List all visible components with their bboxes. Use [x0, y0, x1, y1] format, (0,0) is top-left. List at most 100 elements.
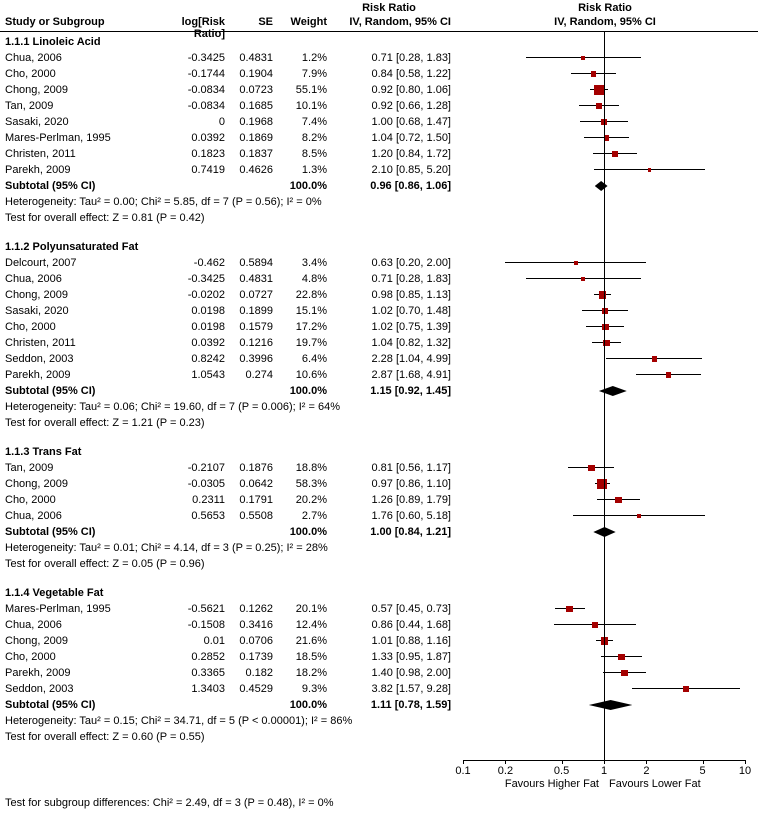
effect-square — [597, 478, 608, 490]
se-value: 0.5508 — [239, 510, 273, 522]
subtotal-label: Subtotal (95% CI) — [5, 180, 96, 192]
log-risk-ratio-value: -0.1508 — [187, 619, 225, 631]
effect-square — [614, 496, 622, 504]
risk-ratio-ci-text: 0.86 [0.44, 1.68] — [371, 619, 451, 631]
plot-cell — [452, 82, 758, 98]
header-divider — [0, 31, 758, 32]
effect-square — [593, 85, 604, 95]
log-risk-ratio-value: 0.8242 — [191, 353, 225, 365]
study-row: Seddon, 2003 1.3403 0.4529 9.3% 3.82 [1.57, … — [0, 681, 758, 697]
study-name: Chua, 2006 — [5, 619, 62, 631]
weight-value: 18.5% — [295, 651, 327, 663]
se-value: 0.1579 — [239, 321, 273, 333]
se-value: 0.1876 — [239, 462, 273, 474]
study-name: Sasaki, 2020 — [5, 305, 69, 317]
effect-square — [581, 56, 585, 60]
effect-square — [636, 513, 641, 519]
plot-header-ci-method: IV, Random, 95% CI — [554, 16, 656, 28]
overall-effect-note: Test for overall effect: Z = 0.05 (P = 0… — [5, 558, 205, 570]
favours-right-label: Favours Lower Fat — [609, 778, 701, 790]
axis-tick-label: 0.1 — [455, 765, 471, 777]
study-row: Christen, 2011 0.1823 0.1837 8.5% 1.20 [0.84… — [0, 146, 758, 162]
effect-square — [601, 119, 607, 125]
subtotal-ci-text: 1.15 [0.92, 1.45] — [370, 385, 451, 397]
se-value: 0.1685 — [239, 100, 273, 112]
study-row: Mares-Perlman, 1995 -0.5621 0.1262 20.1% 0.5… — [0, 601, 758, 617]
risk-ratio-ci-text: 0.81 [0.56, 1.17] — [371, 462, 451, 474]
weight-value: 1.2% — [301, 52, 327, 64]
subgroup-title: 1.1.2 Polyunsaturated Fat — [5, 241, 139, 253]
risk-ratio-ci-text: 0.57 [0.45, 0.73] — [371, 603, 451, 615]
log-risk-ratio-value: 0.0198 — [191, 321, 225, 333]
effect-square — [647, 168, 652, 172]
log-risk-ratio-value: -0.3425 — [187, 273, 225, 285]
effect-square — [596, 103, 602, 109]
study-name: Chua, 2006 — [5, 273, 62, 285]
effect-square — [621, 669, 628, 677]
plot-cell — [452, 492, 758, 508]
plot-cell — [452, 114, 758, 130]
axis-tick-label: 5 — [699, 765, 706, 777]
se-value: 0.1968 — [239, 116, 273, 128]
effect-square — [612, 151, 618, 157]
effect-square — [602, 307, 609, 315]
study-name: Seddon, 2003 — [5, 683, 74, 695]
weight-value: 4.8% — [301, 273, 327, 285]
effect-square — [683, 686, 689, 692]
subtotal-label: Subtotal (95% CI) — [5, 385, 96, 397]
study-name: Christen, 2011 — [5, 337, 76, 349]
se-value: 0.0727 — [239, 289, 273, 301]
risk-ratio-ci-text: 1.00 [0.68, 1.47] — [371, 116, 451, 128]
log-risk-ratio-value: -0.3425 — [187, 52, 225, 64]
risk-ratio-plot-title: Risk Ratio — [578, 2, 632, 14]
log-risk-ratio-value: -0.0202 — [187, 289, 225, 301]
study-row: Mares-Perlman, 1995 0.0392 0.1869 8.2% 1.04 … — [0, 130, 758, 146]
subtotal-row: Subtotal (95% CI) 100.0% 1.15 [0.92, 1.45] — [0, 383, 758, 399]
se-value: 0.0723 — [239, 84, 273, 96]
effect-square — [603, 135, 610, 141]
study-name: Mares-Perlman, 1995 — [5, 132, 111, 144]
study-row: Christen, 2011 0.0392 0.1216 19.7% 1.04 [0.8… — [0, 335, 758, 351]
risk-ratio-ci-text: 1.40 [0.98, 2.00] — [371, 667, 451, 679]
risk-ratio-ci-text: 0.92 [0.66, 1.28] — [371, 100, 451, 112]
study-row: Cho, 2000 0.2311 0.1791 20.2% 1.26 [0.89, 1.… — [0, 492, 758, 508]
log-risk-ratio-value: 0.01 — [203, 635, 225, 647]
plot-cell — [452, 287, 758, 303]
effect-square — [566, 605, 574, 613]
plot-cell — [452, 98, 758, 114]
heterogeneity-row: Heterogeneity: Tau² = 0.01; Chi² = 4.14,… — [0, 540, 758, 556]
log-risk-ratio-value: -0.0834 — [187, 100, 225, 112]
plot-cell — [452, 255, 758, 271]
study-row: Chua, 2006 -0.1508 0.3416 12.4% 0.86 [0.44, … — [0, 617, 758, 633]
heterogeneity-note: Heterogeneity: Tau² = 0.01; Chi² = 4.14,… — [5, 542, 328, 554]
se-value: 0.1899 — [239, 305, 273, 317]
subgroup-title-row: 1.1.4 Vegetable Fat — [0, 585, 758, 601]
heterogeneity-row: Heterogeneity: Tau² = 0.06; Chi² = 19.60… — [0, 399, 758, 415]
plot-cell — [452, 633, 758, 649]
axis-tick — [745, 760, 746, 764]
subtotal-diamond — [598, 386, 627, 396]
weight-value: 20.1% — [295, 603, 327, 615]
effect-square — [665, 372, 672, 378]
weight-value: 20.2% — [295, 494, 327, 506]
weight-value: 10.6% — [295, 369, 327, 381]
effect-square — [601, 323, 609, 331]
effect-square — [587, 464, 595, 472]
study-row: Parekh, 2009 0.7419 0.4626 1.3% 2.10 [0.85, … — [0, 162, 758, 178]
subtotal-weight: 100.0% — [289, 180, 327, 192]
log-risk-ratio-value: 0.7419 — [191, 164, 225, 176]
study-name: Christen, 2011 — [5, 148, 76, 160]
axis-tick — [561, 760, 563, 764]
risk-ratio-ci-text: 0.84 [0.58, 1.22] — [371, 68, 451, 80]
se-value: 0.1904 — [239, 68, 273, 80]
log-risk-ratio-value: 0.2852 — [191, 651, 225, 663]
weight-value: 7.9% — [301, 68, 327, 80]
weight-value: 6.4% — [301, 353, 327, 365]
axis-tick-label: 10 — [738, 765, 752, 777]
risk-ratio-ci-text: 1.26 [0.89, 1.79] — [371, 494, 451, 506]
study-name: Tan, 2009 — [5, 100, 54, 112]
study-name: Cho, 2000 — [5, 321, 56, 333]
se-value: 0.1791 — [239, 494, 273, 506]
subtotal-label: Subtotal (95% CI) — [5, 699, 96, 711]
study-row: Tan, 2009 -0.0834 0.1685 10.1% 0.92 [0.66, 1… — [0, 98, 758, 114]
